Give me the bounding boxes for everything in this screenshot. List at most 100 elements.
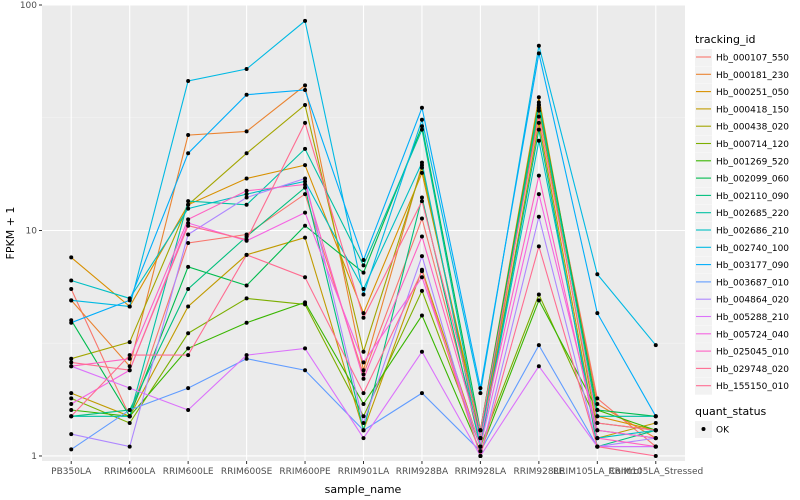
data-point [244,234,249,239]
data-point [303,235,308,240]
data-point [69,402,74,407]
data-point [127,364,132,369]
legend-label: Hb_001269_520 [716,157,789,167]
data-point [536,244,541,249]
data-point [69,320,74,325]
data-point [361,368,366,373]
x-tick-label: RRIM928BA [396,467,449,477]
data-point [303,223,308,228]
data-point [361,421,366,426]
x-tick-label: RRIM600LE [163,467,214,477]
data-point [303,368,308,373]
data-point [419,160,424,165]
data-point [536,298,541,303]
data-point [653,428,658,433]
data-point [361,315,366,320]
data-point [244,296,249,301]
legend-label: Hb_005724_040 [716,330,789,340]
data-point [69,360,74,365]
data-point [69,414,74,419]
x-tick-label: RRIM105LA_Stressed [608,467,703,477]
x-tick-label: RRIM600PE [279,467,331,477]
data-point [478,428,483,433]
data-point [303,182,308,187]
data-point [186,407,191,412]
data-point [536,192,541,197]
x-tick-label: RRIM928LE [513,467,564,477]
data-point [419,288,424,293]
data-point [69,364,74,369]
data-point [536,105,541,110]
data-point [127,356,132,361]
data-point [303,103,308,108]
shape-legend-point [701,427,706,431]
data-point [536,120,541,125]
data-point [303,163,308,168]
data-point [536,214,541,219]
data-point [303,179,308,184]
data-point [478,449,483,454]
x-tick-label: RRIM901LA [338,467,390,477]
data-point [419,234,424,239]
legend-label: Hb_002110_090 [716,192,789,202]
data-point [127,386,132,391]
x-tick-label: RRIM928LA [455,467,507,477]
data-point [419,254,424,259]
data-point [244,67,249,72]
data-point [69,396,74,401]
y-tick-label: 1 [31,452,37,462]
data-point [127,368,132,373]
data-point [303,87,308,92]
data-point [127,444,132,449]
data-point [244,356,249,361]
data-point [536,95,541,100]
data-point [536,43,541,48]
data-point [536,51,541,56]
data-point [69,407,74,412]
legend-label: Hb_155150_010 [716,382,789,392]
data-point [186,151,191,156]
data-point [303,275,308,280]
data-point [595,272,600,277]
x-tick-label: RRIM105LA_Control [553,467,642,477]
data-point [419,195,424,200]
data-point [595,402,600,407]
data-point [244,151,249,156]
shape-legend-title: quant_status [695,405,767,418]
data-point [361,311,366,316]
data-point [595,414,600,419]
legend-label: Hb_003177_090 [716,261,789,271]
data-point [361,287,366,292]
data-point [244,252,249,257]
data-point [536,108,541,113]
data-point [653,343,658,348]
data-points [69,18,658,458]
data-point [595,436,600,441]
x-axis-title: sample_name [325,483,402,496]
data-point [303,146,308,151]
data-point [536,127,541,132]
data-point [186,264,191,269]
data-point [361,263,366,268]
data-point [478,444,483,449]
data-point [69,391,74,396]
data-point [244,320,249,325]
data-point [69,298,74,303]
data-point [595,444,600,449]
data-point [186,241,191,246]
data-point [244,92,249,97]
data-point [419,216,424,221]
data-point [419,165,424,170]
data-point [127,407,132,412]
data-point [186,217,191,222]
data-point [361,372,366,377]
data-point [419,105,424,110]
data-point [653,414,658,419]
data-point [69,278,74,283]
y-tick-label: 10 [26,226,38,236]
data-point [478,436,483,441]
data-point [361,391,366,396]
data-point [536,173,541,178]
data-point [419,391,424,396]
